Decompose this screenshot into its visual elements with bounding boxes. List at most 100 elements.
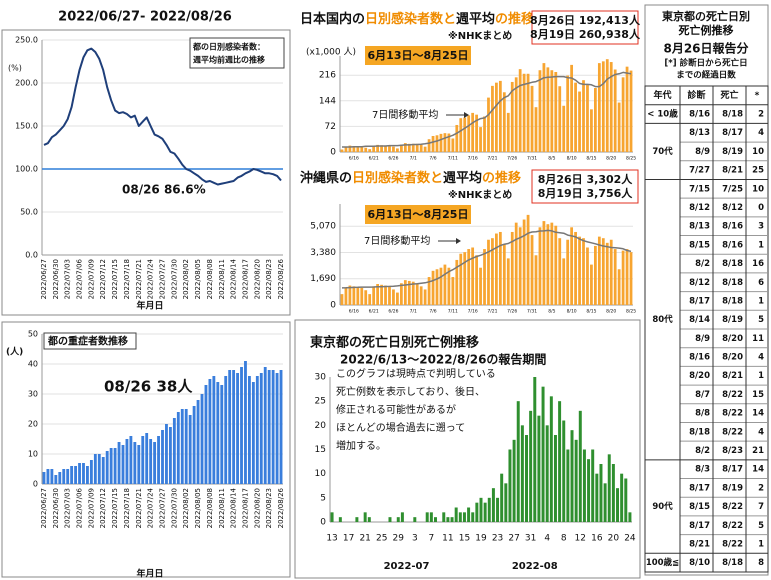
box-text: 都の日別感染者数： — [192, 42, 265, 52]
bar — [562, 420, 566, 522]
bar — [425, 512, 429, 522]
bar — [176, 412, 180, 484]
note-text: このグラフは現時点で判明している — [336, 367, 496, 380]
x-tick-label: 2022/08/20 — [253, 488, 261, 528]
bar — [82, 463, 85, 484]
bar — [578, 236, 581, 305]
bar — [582, 449, 586, 522]
x-tick-label: 7/11 — [448, 156, 458, 162]
chart-subtitle: 2022/6/13～2022/8/26の報告期間 — [340, 352, 546, 367]
table-cell: 1 — [758, 240, 764, 250]
table-cell: 3 — [758, 222, 764, 232]
x-tick-label: 8/15 — [586, 156, 596, 162]
bar — [263, 367, 267, 484]
table-cell: 8/14 — [689, 315, 710, 325]
bar — [510, 231, 514, 305]
table-title: 東京都の死亡日別 — [662, 9, 750, 23]
table-cell: 2 — [758, 110, 764, 120]
bar — [97, 454, 101, 484]
x-tick-label: 2022/07/27 — [159, 488, 167, 528]
bar — [338, 517, 342, 522]
bar — [364, 290, 368, 305]
x-tick-label: 2022/08/05 — [194, 488, 202, 528]
table-cell: 8/12 — [689, 278, 710, 288]
bar — [483, 502, 487, 522]
bar — [411, 281, 415, 305]
bar — [340, 149, 344, 152]
bar — [172, 418, 176, 484]
bar — [431, 136, 435, 152]
x-tick-label: 2022/08/02 — [182, 259, 190, 299]
month-label: 2022-07 — [384, 561, 430, 572]
bar — [388, 517, 392, 522]
bar — [129, 436, 133, 484]
x-tick-label: 8/25 — [626, 309, 636, 315]
bar — [86, 466, 89, 484]
bar — [611, 464, 615, 522]
x-tick-label: 2022/06/30 — [52, 259, 60, 299]
y-unit: (x1,000 人) — [306, 47, 356, 58]
box-text: 都の重症者数推移 — [47, 335, 128, 348]
y-tick-label: 0 — [320, 518, 326, 528]
bar — [491, 85, 494, 152]
note-text: 修正される可能性があるが — [336, 403, 456, 416]
bar — [400, 512, 404, 522]
bar — [562, 105, 566, 152]
bar — [533, 377, 537, 522]
table-cell: 8/18 — [689, 427, 710, 437]
bar — [590, 109, 593, 152]
bar — [344, 287, 348, 305]
bar — [516, 401, 520, 522]
bar — [566, 239, 570, 305]
bar — [447, 133, 451, 152]
table-cell: 7/15 — [689, 184, 710, 194]
bar — [582, 238, 585, 305]
x-tick-label: 2022/07/15 — [111, 259, 119, 299]
bar — [423, 146, 427, 152]
bar — [546, 224, 550, 305]
bar — [526, 73, 530, 152]
bar — [518, 69, 522, 152]
bar — [244, 361, 247, 484]
bar — [247, 376, 251, 484]
x-tick-label: 8/20 — [606, 309, 616, 315]
age-cell: 70代 — [652, 146, 673, 157]
bar — [542, 221, 546, 305]
x-tick-label: 2022/08/08 — [206, 259, 214, 299]
bar — [240, 367, 243, 484]
table-cell: 0 — [758, 203, 764, 213]
table-cell: 25 — [752, 166, 764, 176]
table-cell: 8/8 — [695, 409, 710, 419]
x-tick-label: 7/26 — [507, 156, 517, 162]
bar — [427, 277, 431, 305]
table-cell: 8/17 — [722, 465, 743, 475]
bar — [58, 472, 62, 484]
table-cell: 14 — [752, 465, 764, 475]
x-tick-label: 2022/08/14 — [230, 487, 238, 528]
x-tick-label: 6/16 — [349, 309, 359, 315]
bar — [504, 483, 508, 522]
bar — [216, 382, 220, 484]
table-cell: 4 — [758, 427, 764, 437]
bar — [419, 144, 423, 152]
x-tick-label: 7/1 — [410, 156, 417, 162]
x-axis-label: 年月日 — [136, 568, 163, 580]
bar — [550, 222, 554, 305]
bar — [153, 442, 157, 484]
table-cell: 4 — [758, 128, 764, 138]
bar — [616, 488, 620, 522]
y-tick-label: 25 — [315, 397, 326, 407]
bar — [259, 373, 263, 484]
title-part: 沖縄県の — [300, 170, 352, 186]
bar — [46, 469, 50, 484]
y-unit: (人) — [6, 346, 23, 358]
y-tick-label: 10 — [315, 469, 327, 479]
report-box — [531, 169, 639, 204]
bar — [364, 147, 368, 152]
bar — [74, 466, 78, 484]
table-cell: 14 — [752, 409, 764, 419]
bar — [145, 433, 149, 484]
y-tick-label: 30 — [315, 373, 327, 383]
bar — [435, 135, 439, 152]
